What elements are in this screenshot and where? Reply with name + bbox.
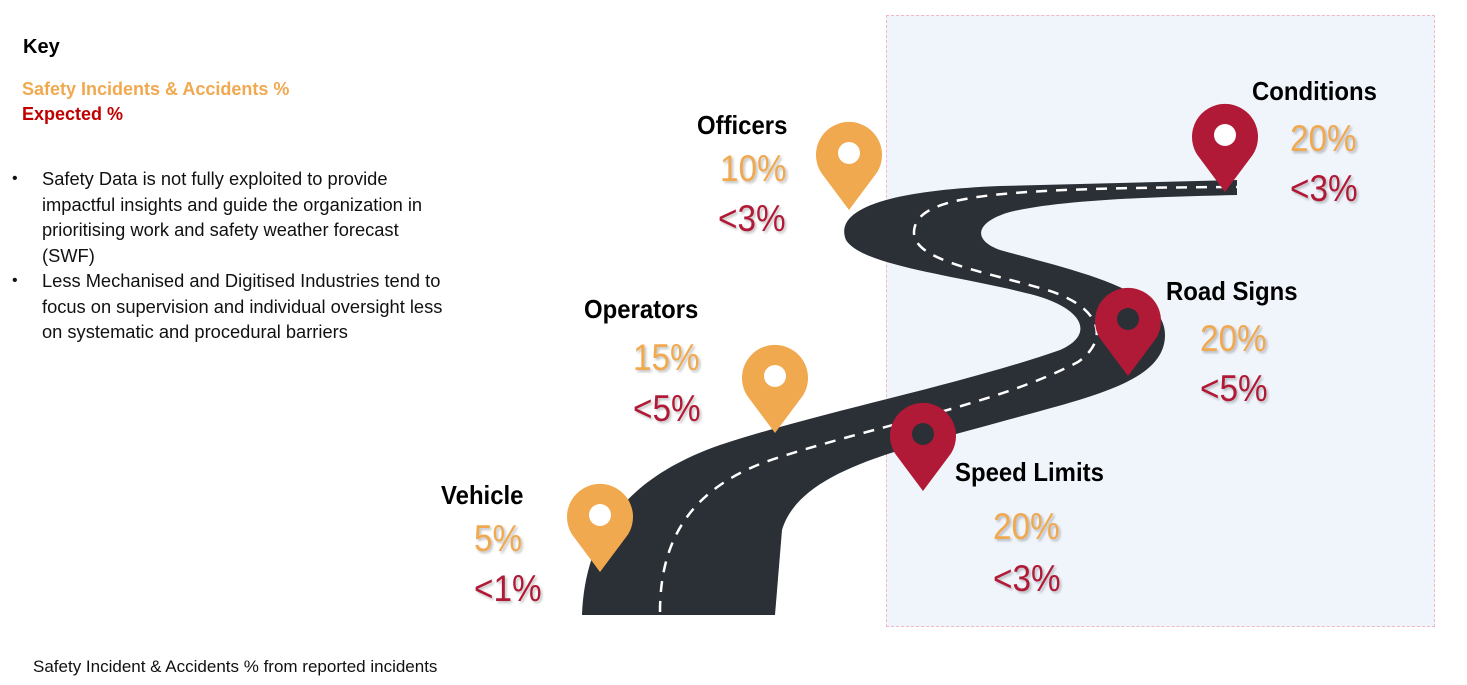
caption: Safety Incident & Accidents % from repor…: [33, 657, 438, 676]
map-pin-icon-speed-limits: [890, 402, 956, 491]
officers-label: Officers: [697, 110, 788, 140]
speed-limits-incident-value: 20%: [993, 506, 1060, 547]
map-pin-icon-officers: [816, 121, 882, 210]
operators-label: Operators: [584, 294, 699, 324]
pin-body: [567, 483, 634, 572]
conditions-expected-value: <3%: [1290, 168, 1358, 209]
officers-incident-value: 10%: [720, 148, 787, 189]
key-incidents-label: Safety Incidents & Accidents %: [22, 79, 290, 99]
pin-body: [816, 121, 882, 210]
map-pin-icon-road-signs: [1094, 287, 1161, 376]
road-signs-incident-value: 20%: [1200, 318, 1267, 359]
officers-expected-value: <3%: [718, 198, 786, 239]
map-pin-icon-operators: [742, 344, 808, 433]
key-expected-label: Expected %: [22, 104, 124, 124]
conditions-label: Conditions: [1252, 76, 1377, 106]
vehicle-incident-value: 5%: [474, 518, 523, 559]
bullet-item: Less Mechanised and Digitised Industries…: [12, 268, 452, 345]
bullet-list: Safety Data is not fully exploited to pr…: [12, 166, 452, 345]
pin-body: [1094, 287, 1161, 376]
operators-incident-value: 15%: [633, 337, 700, 378]
vehicle-expected-value: <1%: [474, 568, 542, 609]
pin-body: [890, 402, 956, 491]
vehicle-label: Vehicle: [441, 480, 524, 510]
conditions-incident-value: 20%: [1290, 118, 1357, 159]
pin-hole: [764, 365, 786, 387]
map-pin-icon-vehicle: [567, 483, 634, 572]
speed-limits-label: Speed Limits: [955, 457, 1104, 487]
road-signs-expected-value: <5%: [1200, 368, 1268, 409]
pin-hole: [1117, 308, 1139, 330]
bullet-item: Safety Data is not fully exploited to pr…: [12, 166, 452, 268]
key-title: Key: [23, 36, 60, 58]
operators-expected-value: <5%: [633, 388, 701, 429]
pin-body: [742, 344, 808, 433]
map-pin-icon-conditions: [1192, 103, 1259, 192]
pin-hole: [1214, 124, 1236, 146]
pin-body: [1192, 103, 1259, 192]
road-signs-label: Road Signs: [1166, 276, 1298, 306]
speed-limits-expected-value: <3%: [993, 558, 1061, 599]
pin-hole: [912, 423, 934, 445]
pin-hole: [838, 142, 860, 164]
pin-hole: [589, 504, 611, 526]
road: [582, 180, 1237, 615]
